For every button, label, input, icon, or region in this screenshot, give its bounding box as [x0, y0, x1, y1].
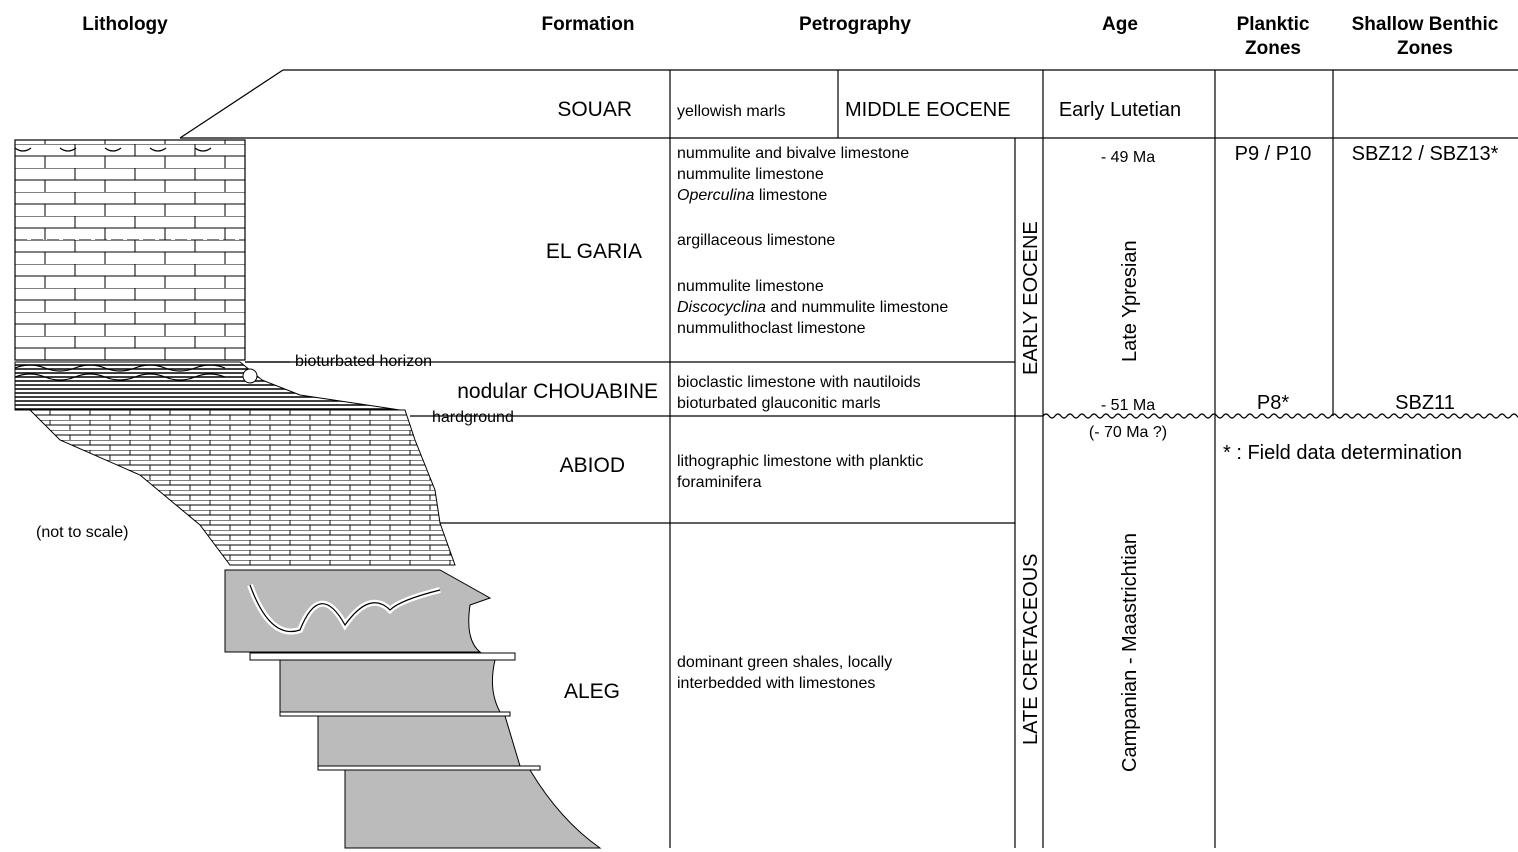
header: Shallow Benthic	[1352, 14, 1499, 35]
header: Zones	[1245, 38, 1301, 59]
header: Planktic	[1237, 14, 1310, 35]
petrography: argillaceous limestone	[677, 232, 835, 249]
footnote: * : Field data determination	[1223, 442, 1462, 464]
age: Campanian - Maastrichtian	[1119, 533, 1141, 772]
petrography: nummulite and bivalve limestone	[677, 145, 909, 162]
petrography: Discocyclina and nummulite limestone	[677, 299, 948, 316]
petrography: bioclastic limestone with nautiloids	[677, 374, 921, 391]
age: Late Ypresian	[1119, 240, 1141, 362]
text: limestone	[754, 187, 827, 204]
stratigraphic-column: Lithology Formation Petrography Age Plan…	[0, 0, 1518, 852]
benthic-zone: SBZ11	[1395, 392, 1455, 414]
petrography: nummulite limestone	[677, 278, 824, 295]
header: Age	[1102, 14, 1138, 35]
header: Lithology	[82, 14, 168, 35]
epoch: LATE CRETACEOUS	[1020, 553, 1042, 745]
formation: ALEG	[564, 680, 620, 703]
petrography: nummulite limestone	[677, 166, 824, 183]
age: Early Lutetian	[1059, 99, 1181, 121]
petrography: lithographic limestone with planktic	[677, 453, 923, 470]
petrography: yellowish marls	[677, 103, 785, 120]
formation: ABIOD	[560, 454, 625, 477]
petrography: interbedded with limestones	[677, 675, 875, 692]
benthic-zone: SBZ12 / SBZ13*	[1352, 143, 1499, 165]
formation: EL GARIA	[546, 240, 642, 263]
epoch: MIDDLE EOCENE	[845, 99, 1011, 121]
header: Formation	[542, 14, 635, 35]
petrography: foraminifera	[677, 474, 762, 491]
petrography: bioturbated glauconitic marls	[677, 395, 881, 412]
age: - 51 Ma	[1101, 397, 1155, 414]
header: Zones	[1397, 38, 1453, 59]
formation: nodular CHOUABINE	[457, 380, 658, 403]
planktic-zone: P8*	[1257, 392, 1289, 414]
litho-label: bioturbated horizon	[295, 353, 432, 370]
formation: SOUAR	[557, 98, 632, 121]
italic: Operculina	[677, 187, 754, 204]
age: (- 70 Ma ?)	[1089, 424, 1167, 441]
italic: Discocyclina	[677, 299, 766, 316]
text: and nummulite limestone	[766, 299, 948, 316]
litho-label: hardground	[432, 409, 514, 426]
note: (not to scale)	[36, 524, 128, 541]
petrography: Operculina limestone	[677, 187, 827, 204]
header: Petrography	[799, 14, 911, 35]
petrography: dominant green shales, locally	[677, 654, 892, 671]
petrography: nummulithoclast limestone	[677, 320, 866, 337]
epoch: EARLY EOCENE	[1020, 221, 1042, 375]
lithology-drawing	[15, 70, 600, 848]
planktic-zone: P9 / P10	[1235, 143, 1312, 165]
age: - 49 Ma	[1101, 149, 1155, 166]
